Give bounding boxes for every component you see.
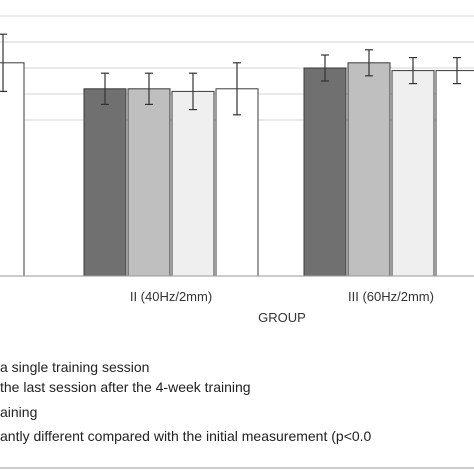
note-line: the last session after the 4-week traini…	[0, 379, 251, 395]
error-bar	[453, 56, 461, 85]
note-line: a single training session	[0, 359, 149, 375]
bar	[303, 67, 347, 277]
note-line: aining	[0, 404, 37, 420]
bar	[215, 88, 259, 277]
notes: a single training session the last sessio…	[0, 359, 372, 444]
error-bar	[189, 72, 197, 111]
x-axis-title: GROUP	[258, 310, 306, 325]
error-bar	[409, 56, 417, 85]
bar	[435, 70, 474, 277]
x-tick-label: II (40Hz/2mm)	[130, 289, 212, 304]
error-bar	[233, 62, 241, 116]
error-bar	[101, 72, 109, 106]
bars	[0, 62, 474, 277]
error-bar	[0, 33, 7, 93]
bar	[127, 88, 171, 277]
bar	[83, 88, 127, 277]
error-bar	[321, 54, 329, 82]
error-bars	[0, 33, 461, 116]
bar	[391, 70, 435, 277]
bar	[0, 62, 25, 277]
error-bar	[145, 72, 153, 106]
x-tick-labels: II (40Hz/2mm) III (60Hz/2mm)	[130, 289, 434, 304]
error-bar	[365, 49, 373, 77]
bar	[171, 90, 215, 277]
bar	[347, 62, 391, 277]
x-tick-label: III (60Hz/2mm)	[348, 289, 434, 304]
note-line: antly different compared with the initia…	[0, 428, 372, 444]
